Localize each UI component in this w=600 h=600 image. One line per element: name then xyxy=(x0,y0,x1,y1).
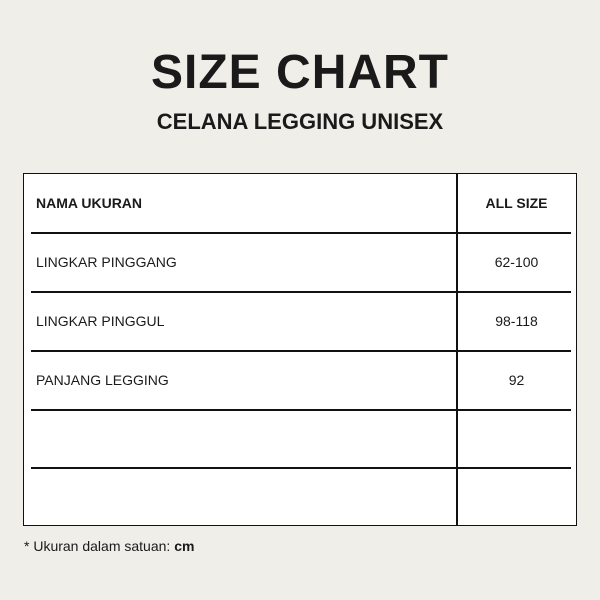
column-divider xyxy=(456,174,458,525)
row-value: 98-118 xyxy=(495,313,538,329)
row-value: 62-100 xyxy=(494,254,539,270)
size-table: NAMA UKURAN ALL SIZE LINGKAR PINGGANG 62… xyxy=(23,173,577,526)
table-row-empty xyxy=(24,410,576,468)
table-row: LINGKAR PINGGUL 98-118 xyxy=(24,292,576,350)
page-subtitle: CELANA LEGGING UNISEX xyxy=(156,109,444,134)
unit-note: * Ukuran dalam satuan: cm xyxy=(24,537,194,555)
unit-note-unit: cm xyxy=(174,538,195,554)
row-label: LINGKAR PINGGANG xyxy=(36,254,177,270)
row-divider xyxy=(31,409,571,411)
unit-note-text: * Ukuran dalam satuan: xyxy=(24,538,175,554)
row-divider xyxy=(31,232,571,234)
row-label: LINGKAR PINGGUL xyxy=(36,313,165,329)
table-header-row: NAMA UKURAN ALL SIZE xyxy=(24,174,576,232)
table-row: PANJANG LEGGING 92 xyxy=(24,351,576,409)
row-label: PANJANG LEGGING xyxy=(36,372,169,388)
page-title: SIZE CHART xyxy=(151,46,449,99)
header-all-size: ALL SIZE xyxy=(485,195,548,211)
table-row: LINGKAR PINGGANG 62-100 xyxy=(24,233,576,291)
row-value xyxy=(457,410,576,468)
table-row-empty xyxy=(24,468,576,526)
row-divider xyxy=(31,467,571,469)
row-divider xyxy=(31,291,571,293)
header-measurement-name: NAMA UKURAN xyxy=(36,195,143,211)
row-divider xyxy=(31,350,571,352)
row-value xyxy=(457,468,576,526)
row-value: 92 xyxy=(508,372,525,388)
